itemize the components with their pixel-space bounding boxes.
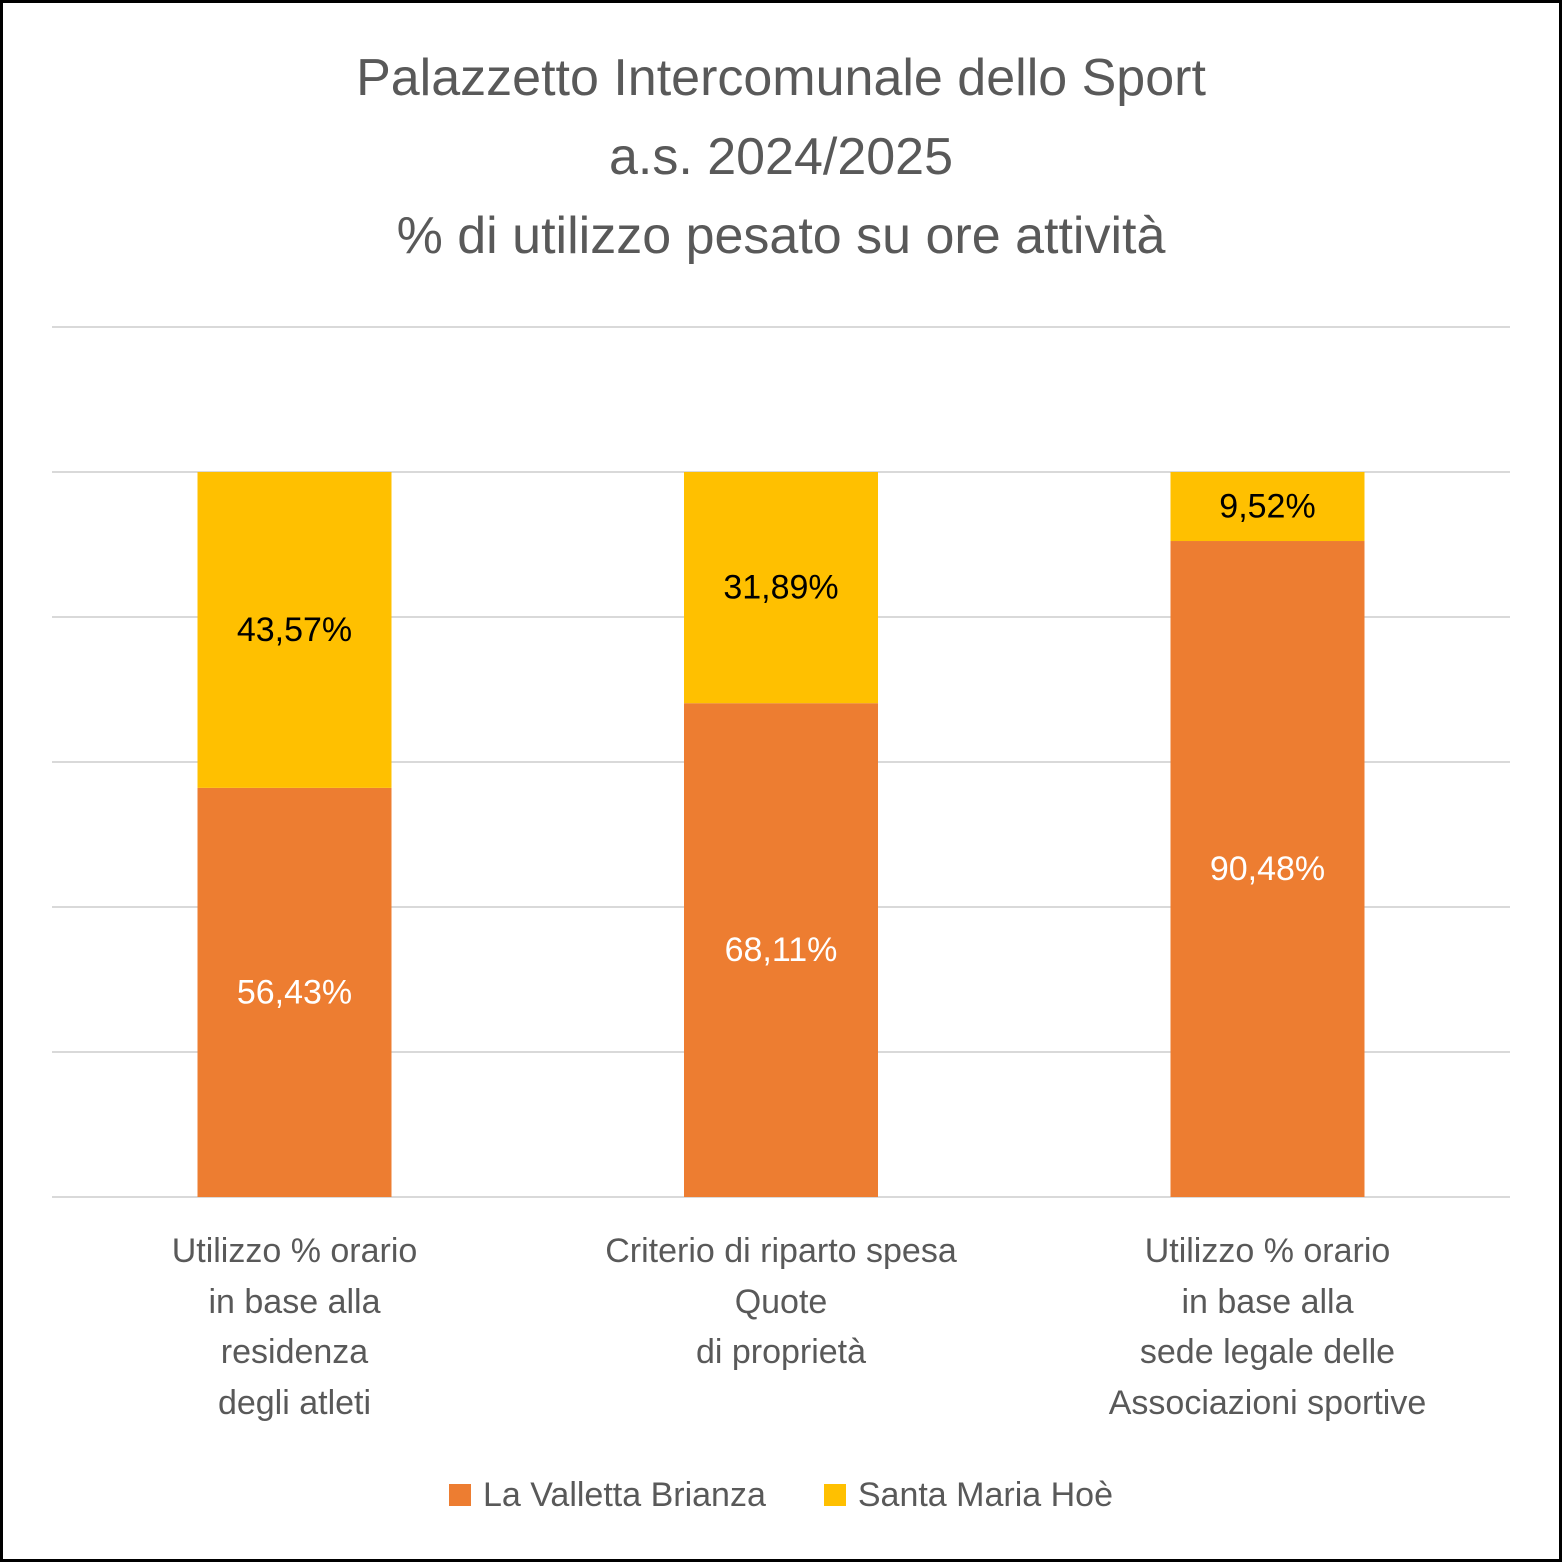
category-label-2: Criterio di riparto spesa Quote di proprie… — [571, 1226, 991, 1378]
data-label-la-valletta-brianza-3: 90,48% — [1210, 850, 1325, 888]
chart-title-line-3: % di utilizzo pesato su ore attività — [396, 207, 1166, 265]
bar-segment-la-valletta-brianza-2 — [684, 703, 878, 1197]
category-label-1-line-1: Utilizzo % orario — [171, 1232, 418, 1270]
chart-title-line-1: Palazzetto Intercomunale dello Sport — [356, 49, 1206, 107]
category-label-1: Utilizzo % orario in base alla residenza de… — [85, 1226, 505, 1428]
data-labels: 56,43% 43,57% 68,11% 31,89% 90,48% 9,52% — [237, 488, 1325, 1012]
legend: La Valletta Brianza Santa Maria Hoè — [0, 1470, 1562, 1520]
category-label-3-line-3: sede legale delle — [1139, 1333, 1396, 1371]
bar-segment-santa-maria-hoe-2 — [684, 472, 878, 704]
legend-item-santa-maria-hoe: Santa Maria Hoè — [823, 1475, 1113, 1515]
data-label-santa-maria-hoe-1: 43,57% — [237, 611, 352, 649]
data-label-la-valletta-brianza-2: 68,11% — [725, 931, 838, 969]
legend-label-santa-maria-hoe: Santa Maria Hoè — [857, 1475, 1113, 1514]
category-label-1-line-4: degli atleti — [217, 1383, 372, 1422]
data-label-santa-maria-hoe-2: 31,89% — [723, 569, 838, 607]
bar-segment-la-valletta-brianza-3 — [1170, 541, 1365, 1197]
category-label-3: Utilizzo % orario in base alla sede legale… — [1058, 1226, 1478, 1428]
chart-title-line-2: a.s. 2024/2025 — [608, 128, 954, 186]
category-label-3-line-4: Associazioni sportive — [1108, 1383, 1427, 1422]
category-label-2-line-2: Quote — [734, 1282, 828, 1321]
legend-swatch-la-valletta-brianza — [448, 1484, 471, 1506]
legend-label-la-valletta-brianza: La Valletta Brianza — [482, 1475, 766, 1514]
legend-swatch-santa-maria-hoe — [823, 1484, 846, 1506]
category-label-3-line-2: in base alla — [1181, 1282, 1354, 1321]
legend-item-la-valletta-brianza: La Valletta Brianza — [448, 1475, 766, 1515]
bar-segment-santa-maria-hoe-3 — [1170, 472, 1365, 542]
category-label-2-line-1: Criterio di riparto spesa — [605, 1232, 957, 1270]
bar-segment-santa-maria-hoe-1 — [197, 472, 392, 788]
bar-segment-la-valletta-brianza-1 — [197, 787, 392, 1197]
category-label-2-line-3: di proprietà — [695, 1333, 867, 1371]
data-label-santa-maria-hoe-3: 9,52% — [1219, 488, 1315, 526]
category-label-3-line-1: Utilizzo % orario — [1144, 1232, 1391, 1270]
category-label-1-line-2: in base alla — [208, 1282, 381, 1321]
bars — [197, 472, 1365, 1197]
category-label-1-line-3: residenza — [220, 1333, 369, 1371]
data-label-la-valletta-brianza-1: 56,43% — [237, 973, 352, 1011]
